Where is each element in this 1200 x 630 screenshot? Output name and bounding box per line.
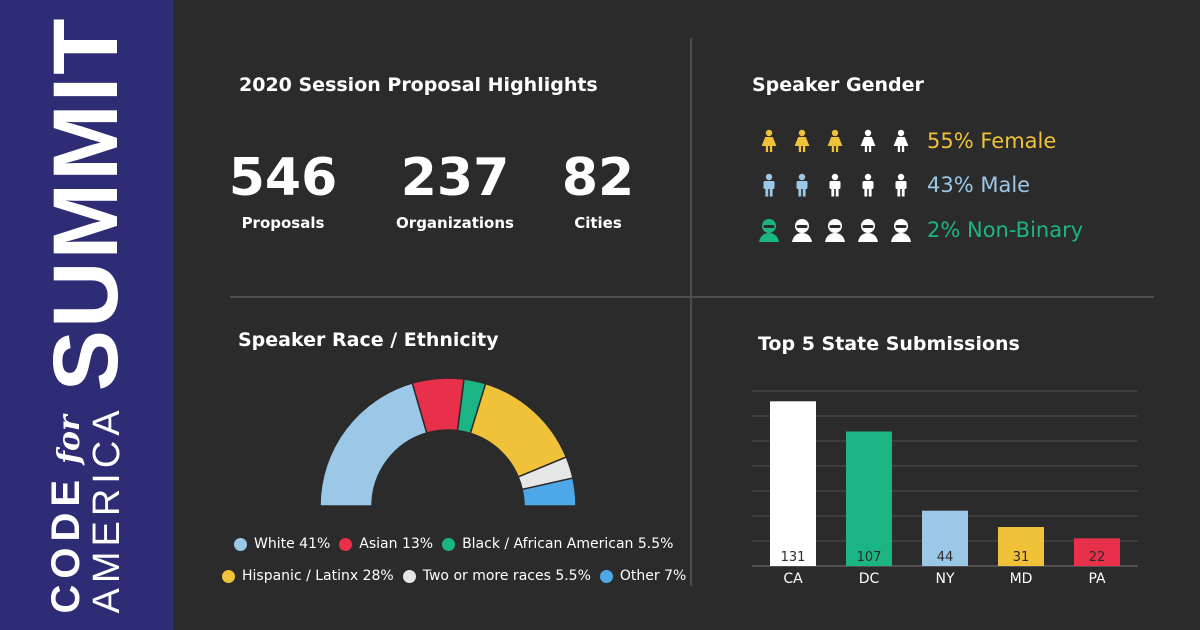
legend-dot-two-or-more xyxy=(402,569,416,583)
female-icon xyxy=(818,127,851,155)
highlights-title: 2020 Session Proposal Highlights xyxy=(239,74,598,96)
bar-tick-ca: CA xyxy=(783,571,803,587)
legend-dot-black xyxy=(442,537,456,551)
legend-item-black: Black / African American 5.5% xyxy=(442,536,673,552)
bar-ny xyxy=(922,510,968,566)
code-for-america-wordmark: CODE for AMERICA xyxy=(44,405,128,614)
legend-label-white: White 41% xyxy=(254,536,331,552)
donut-slice-other xyxy=(521,477,577,507)
gender-row-female: 55% Female xyxy=(752,127,1056,155)
bar-tick-ny: NY xyxy=(935,571,954,587)
gender-nonbinary-label: 2% Non-Binary xyxy=(927,218,1084,242)
states-title: Top 5 State Submissions xyxy=(758,333,1020,355)
bar-tick-dc: DC xyxy=(859,571,880,587)
state-submissions-bar-chart: 131 CA 107 DC 44 NY 31 MD 22 PA xyxy=(752,390,1138,587)
legend-item-asian: Asian 13% xyxy=(339,536,433,552)
brand-summit-text: SUMMIT xyxy=(35,16,137,392)
nonbinary-icon xyxy=(851,216,884,244)
stat-proposals-label: Proposals xyxy=(241,214,325,232)
bar-ca xyxy=(770,401,816,566)
stat-organizations-label: Organizations xyxy=(396,214,514,232)
stat-cities-label: Cities xyxy=(574,214,622,232)
bar-value-ca: 131 xyxy=(781,550,806,565)
brand-for-text: for xyxy=(52,415,87,464)
legend-label-asian: Asian 13% xyxy=(359,536,434,552)
nonbinary-icon xyxy=(752,216,785,244)
bar-value-md: 31 xyxy=(1013,550,1030,565)
race-title: Speaker Race / Ethnicity xyxy=(238,329,499,351)
female-icon xyxy=(884,127,917,155)
male-icon xyxy=(884,171,917,199)
race-legend-row-1: White 41% Asian 13% Black / African Amer… xyxy=(234,536,682,552)
stat-cities: 82 Cities xyxy=(553,152,643,232)
female-icon-group xyxy=(752,127,917,155)
sidebar-brand-panel: CODE for AMERICA SUMMIT xyxy=(0,0,173,630)
bar-dc xyxy=(846,431,892,566)
male-icon xyxy=(785,171,818,199)
legend-label-two-or-more: Two or more races 5.5% xyxy=(422,568,591,584)
bar-value-ny: 44 xyxy=(937,550,954,565)
male-icon xyxy=(818,171,851,199)
legend-dot-asian xyxy=(339,537,353,551)
nonbinary-icon-group xyxy=(752,216,917,244)
stat-organizations: 237 Organizations xyxy=(393,152,517,232)
legend-item-hispanic: Hispanic / Latinx 28% xyxy=(222,568,394,584)
stat-proposals-value: 546 xyxy=(228,148,338,208)
brand-code-text: CODE xyxy=(44,473,88,614)
code-for-america-summit-logo: CODE for AMERICA SUMMIT xyxy=(35,16,137,614)
bar-value-dc: 107 xyxy=(857,550,882,565)
stat-organizations-value: 237 xyxy=(400,148,510,208)
female-icon xyxy=(851,127,884,155)
legend-dot-hispanic xyxy=(222,569,235,583)
donut-slice-white xyxy=(319,382,428,507)
stat-cities-value: 82 xyxy=(561,148,635,208)
legend-dot-other xyxy=(599,569,613,583)
stat-proposals: 546 Proposals xyxy=(228,152,338,232)
male-icon-group xyxy=(752,171,917,199)
legend-item-other: Other 7% xyxy=(599,568,687,584)
bar-pa xyxy=(1074,538,1120,566)
female-icon xyxy=(785,127,818,155)
bar-md xyxy=(998,527,1044,566)
brand-america-text: AMERICA xyxy=(86,405,128,614)
gender-male-label: 43% Male xyxy=(927,173,1031,197)
race-legend-row-2: Hispanic / Latinx 28% Two or more races … xyxy=(222,568,695,584)
vertical-divider xyxy=(690,38,692,586)
gender-row-male: 43% Male xyxy=(752,171,1030,199)
gender-row-nonbinary: 2% Non-Binary xyxy=(752,216,1083,244)
legend-item-white: White 41% xyxy=(234,536,330,552)
bar-value-pa: 22 xyxy=(1089,550,1106,565)
nonbinary-icon xyxy=(818,216,851,244)
race-semi-donut-chart xyxy=(319,377,577,507)
male-icon xyxy=(752,171,785,199)
gender-female-label: 55% Female xyxy=(927,129,1057,153)
horizontal-divider xyxy=(230,296,1154,298)
legend-label-black: Black / African American 5.5% xyxy=(462,536,674,552)
female-icon xyxy=(752,127,785,155)
bar-tick-pa: PA xyxy=(1088,571,1106,587)
legend-label-hispanic: Hispanic / Latinx 28% xyxy=(242,568,394,584)
nonbinary-icon xyxy=(884,216,917,244)
legend-item-two-or-more: Two or more races 5.5% xyxy=(402,568,591,584)
gender-title: Speaker Gender xyxy=(752,74,924,96)
male-icon xyxy=(851,171,884,199)
legend-label-other: Other 7% xyxy=(619,568,687,584)
bar-tick-md: MD xyxy=(1010,571,1033,587)
legend-dot-white xyxy=(234,537,247,551)
nonbinary-icon xyxy=(785,216,818,244)
